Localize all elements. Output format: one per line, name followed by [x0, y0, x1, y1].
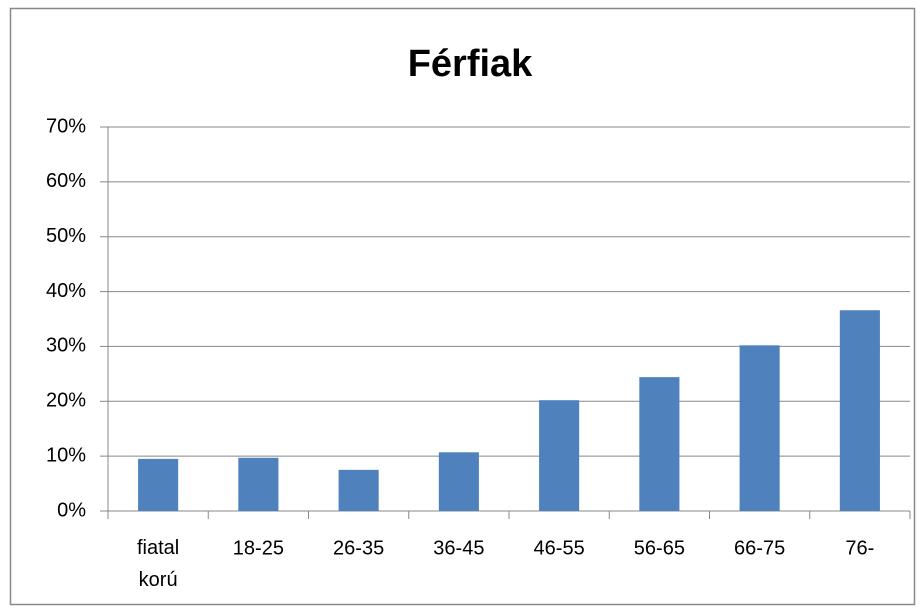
bar [739, 345, 780, 511]
bar [338, 469, 379, 511]
y-tick-label: 0% [57, 499, 86, 521]
x-tick-label: 66-75 [734, 537, 785, 559]
x-tick-label: 36-45 [433, 537, 484, 559]
bar [539, 400, 580, 511]
y-tick-label: 70% [46, 115, 86, 137]
bar [839, 310, 880, 511]
x-tick-label: 26-35 [333, 537, 384, 559]
bar [438, 452, 479, 511]
y-tick-label: 60% [46, 170, 86, 192]
bar [639, 377, 680, 511]
y-tick-label: 20% [46, 390, 86, 412]
x-tick-label: 56-65 [634, 537, 685, 559]
chart-border [9, 7, 916, 606]
bar [138, 458, 179, 511]
x-tick-label: fiatal korú [137, 537, 179, 591]
x-tick-label: 18-25 [233, 537, 284, 559]
bar [238, 457, 279, 511]
y-tick-label: 50% [46, 225, 86, 247]
x-tick-label: 76- [845, 537, 874, 559]
y-tick-label: 30% [46, 335, 86, 357]
y-tick-label: 10% [46, 444, 86, 466]
chart-title: Férfiak [408, 43, 533, 85]
x-tick-label: 46-55 [534, 537, 585, 559]
y-tick-label: 40% [46, 280, 86, 302]
